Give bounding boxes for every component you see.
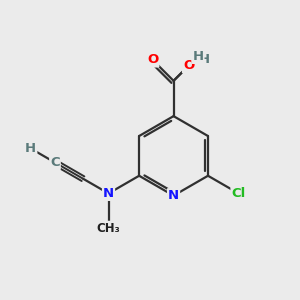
Text: H: H (199, 53, 210, 67)
Text: O: O (183, 59, 194, 72)
Text: H: H (25, 142, 36, 155)
Text: Cl: Cl (232, 187, 246, 200)
Text: O: O (147, 53, 158, 67)
Text: N: N (103, 187, 114, 200)
Text: N: N (168, 189, 179, 202)
Text: C: C (50, 156, 60, 169)
Text: CH₃: CH₃ (97, 222, 120, 235)
Text: H: H (192, 50, 203, 63)
